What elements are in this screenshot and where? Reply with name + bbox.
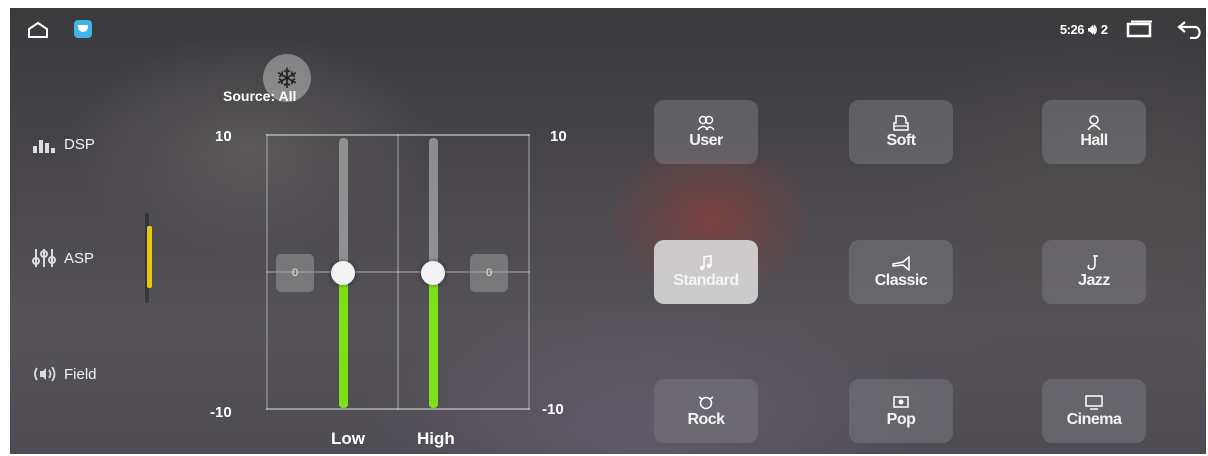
y-min-label-left: -10 — [210, 404, 232, 421]
status-area: 5:26 🔊︎ 2 — [1060, 18, 1206, 40]
sliders-icon — [32, 249, 56, 267]
sidebar-item-label: Field — [64, 365, 97, 383]
preset-soft-button[interactable]: Soft — [849, 100, 953, 164]
high-slider-fill — [429, 273, 438, 408]
volume-level: 2 — [1100, 21, 1108, 37]
users-icon — [697, 115, 715, 130]
back-icon[interactable] — [1176, 19, 1206, 39]
sidebar-item-asp[interactable]: ASP — [32, 248, 94, 268]
sidebar-item-field[interactable]: Field — [32, 364, 97, 384]
rock-icon — [698, 395, 714, 409]
preset-label: Jazz — [1078, 271, 1110, 289]
preset-label: Classic — [874, 271, 928, 289]
preset-label: Rock — [687, 410, 725, 428]
y-max-label-left: 10 — [215, 128, 232, 145]
home-icon[interactable] — [26, 21, 50, 39]
preset-label: Soft — [886, 131, 916, 149]
speaker-waves-icon — [34, 366, 56, 382]
trumpet-icon — [892, 254, 910, 271]
preset-label: User — [689, 131, 723, 149]
recent-apps-icon[interactable] — [1126, 20, 1154, 38]
equalizer-bars-icon — [33, 140, 55, 153]
y-min-label-right: -10 — [542, 401, 564, 418]
screen: 5:26 🔊︎ 2 DSP ASP — [10, 8, 1206, 454]
preset-hall-button[interactable]: Hall — [1042, 100, 1146, 164]
clock: 5:26 — [1059, 21, 1085, 37]
high-band-label: High — [417, 429, 455, 448]
piano-icon — [893, 114, 909, 131]
preset-cinema-button[interactable]: Cinema — [1042, 379, 1146, 443]
sidebar-active-indicator — [147, 226, 152, 288]
volume-icon[interactable]: 🔊︎ — [1087, 20, 1097, 37]
low-value-box[interactable]: 0 — [276, 254, 314, 292]
cinema-icon — [1085, 394, 1103, 410]
preset-label: Pop — [886, 410, 916, 428]
y-max-label-right: 10 — [550, 128, 567, 145]
app-shortcut-icon[interactable] — [74, 20, 92, 38]
low-slider-fill — [339, 273, 348, 408]
source-label[interactable]: Source: All — [223, 88, 297, 104]
preset-label: Hall — [1080, 131, 1108, 149]
preset-rock-button[interactable]: Rock — [654, 379, 758, 443]
preset-classic-button[interactable]: Classic — [849, 240, 953, 304]
preset-label: Cinema — [1066, 410, 1122, 428]
low-band-label: Low — [331, 429, 365, 448]
preset-user-button[interactable]: User — [654, 100, 758, 164]
sidebar-item-label: ASP — [64, 249, 95, 267]
preset-standard-button[interactable]: Standard — [654, 240, 758, 304]
sidebar-item-label: DSP — [64, 135, 95, 153]
preset-label: Standard — [673, 271, 739, 289]
sidebar-item-dsp[interactable]: DSP — [32, 134, 95, 154]
saxophone-icon — [1087, 254, 1098, 270]
low-slider-knob[interactable] — [331, 261, 355, 285]
preset-pop-button[interactable]: Pop — [849, 379, 953, 443]
music-note-icon — [699, 254, 712, 270]
high-slider-knob[interactable] — [421, 261, 445, 285]
pop-icon — [893, 395, 909, 408]
high-value-box[interactable]: 0 — [470, 254, 508, 292]
preset-jazz-button[interactable]: Jazz — [1042, 240, 1146, 304]
snowflake-fan-icon[interactable]: ❄ — [263, 54, 311, 102]
hall-icon — [1087, 114, 1101, 130]
